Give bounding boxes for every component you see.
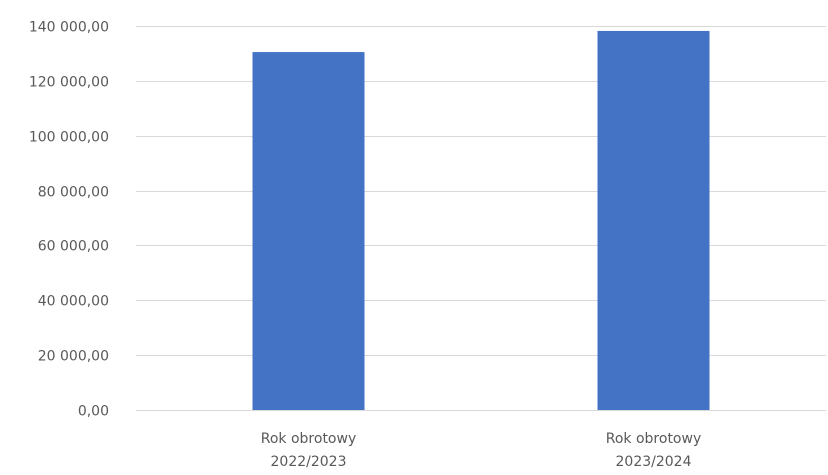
x-category-label: Rok obrotowy 2022/2023 [261,431,356,470]
y-tick-label: 20 000,00 [38,349,109,365]
y-tick-label: 120 000,00 [29,75,109,91]
x-axis-category-labels: Rok obrotowy 2022/2023 Rok obrotowy 2023/20… [261,431,701,470]
y-tick-label: 60 000,00 [38,239,109,255]
y-axis-tick-labels: 0,00 20 000,00 40 000,00 60 000,00 80 000,00… [29,20,109,420]
grid-lines [136,26,826,411]
x-category-label-line: 2022/2023 [271,454,347,470]
bars [252,30,710,411]
y-tick-label: 80 000,00 [38,185,109,201]
y-tick-label: 0,00 [78,404,109,420]
y-tick-label: 140 000,00 [29,20,109,36]
x-category-label: Rok obrotowy 2023/2024 [606,431,701,470]
x-category-label-line: Rok obrotowy [261,431,356,447]
x-category-label-line: 2023/2024 [616,454,692,470]
y-tick-label: 100 000,00 [29,130,109,146]
y-tick-label: 40 000,00 [38,294,109,310]
bar [252,52,365,411]
x-category-label-line: Rok obrotowy [606,431,701,447]
bar [597,30,710,411]
